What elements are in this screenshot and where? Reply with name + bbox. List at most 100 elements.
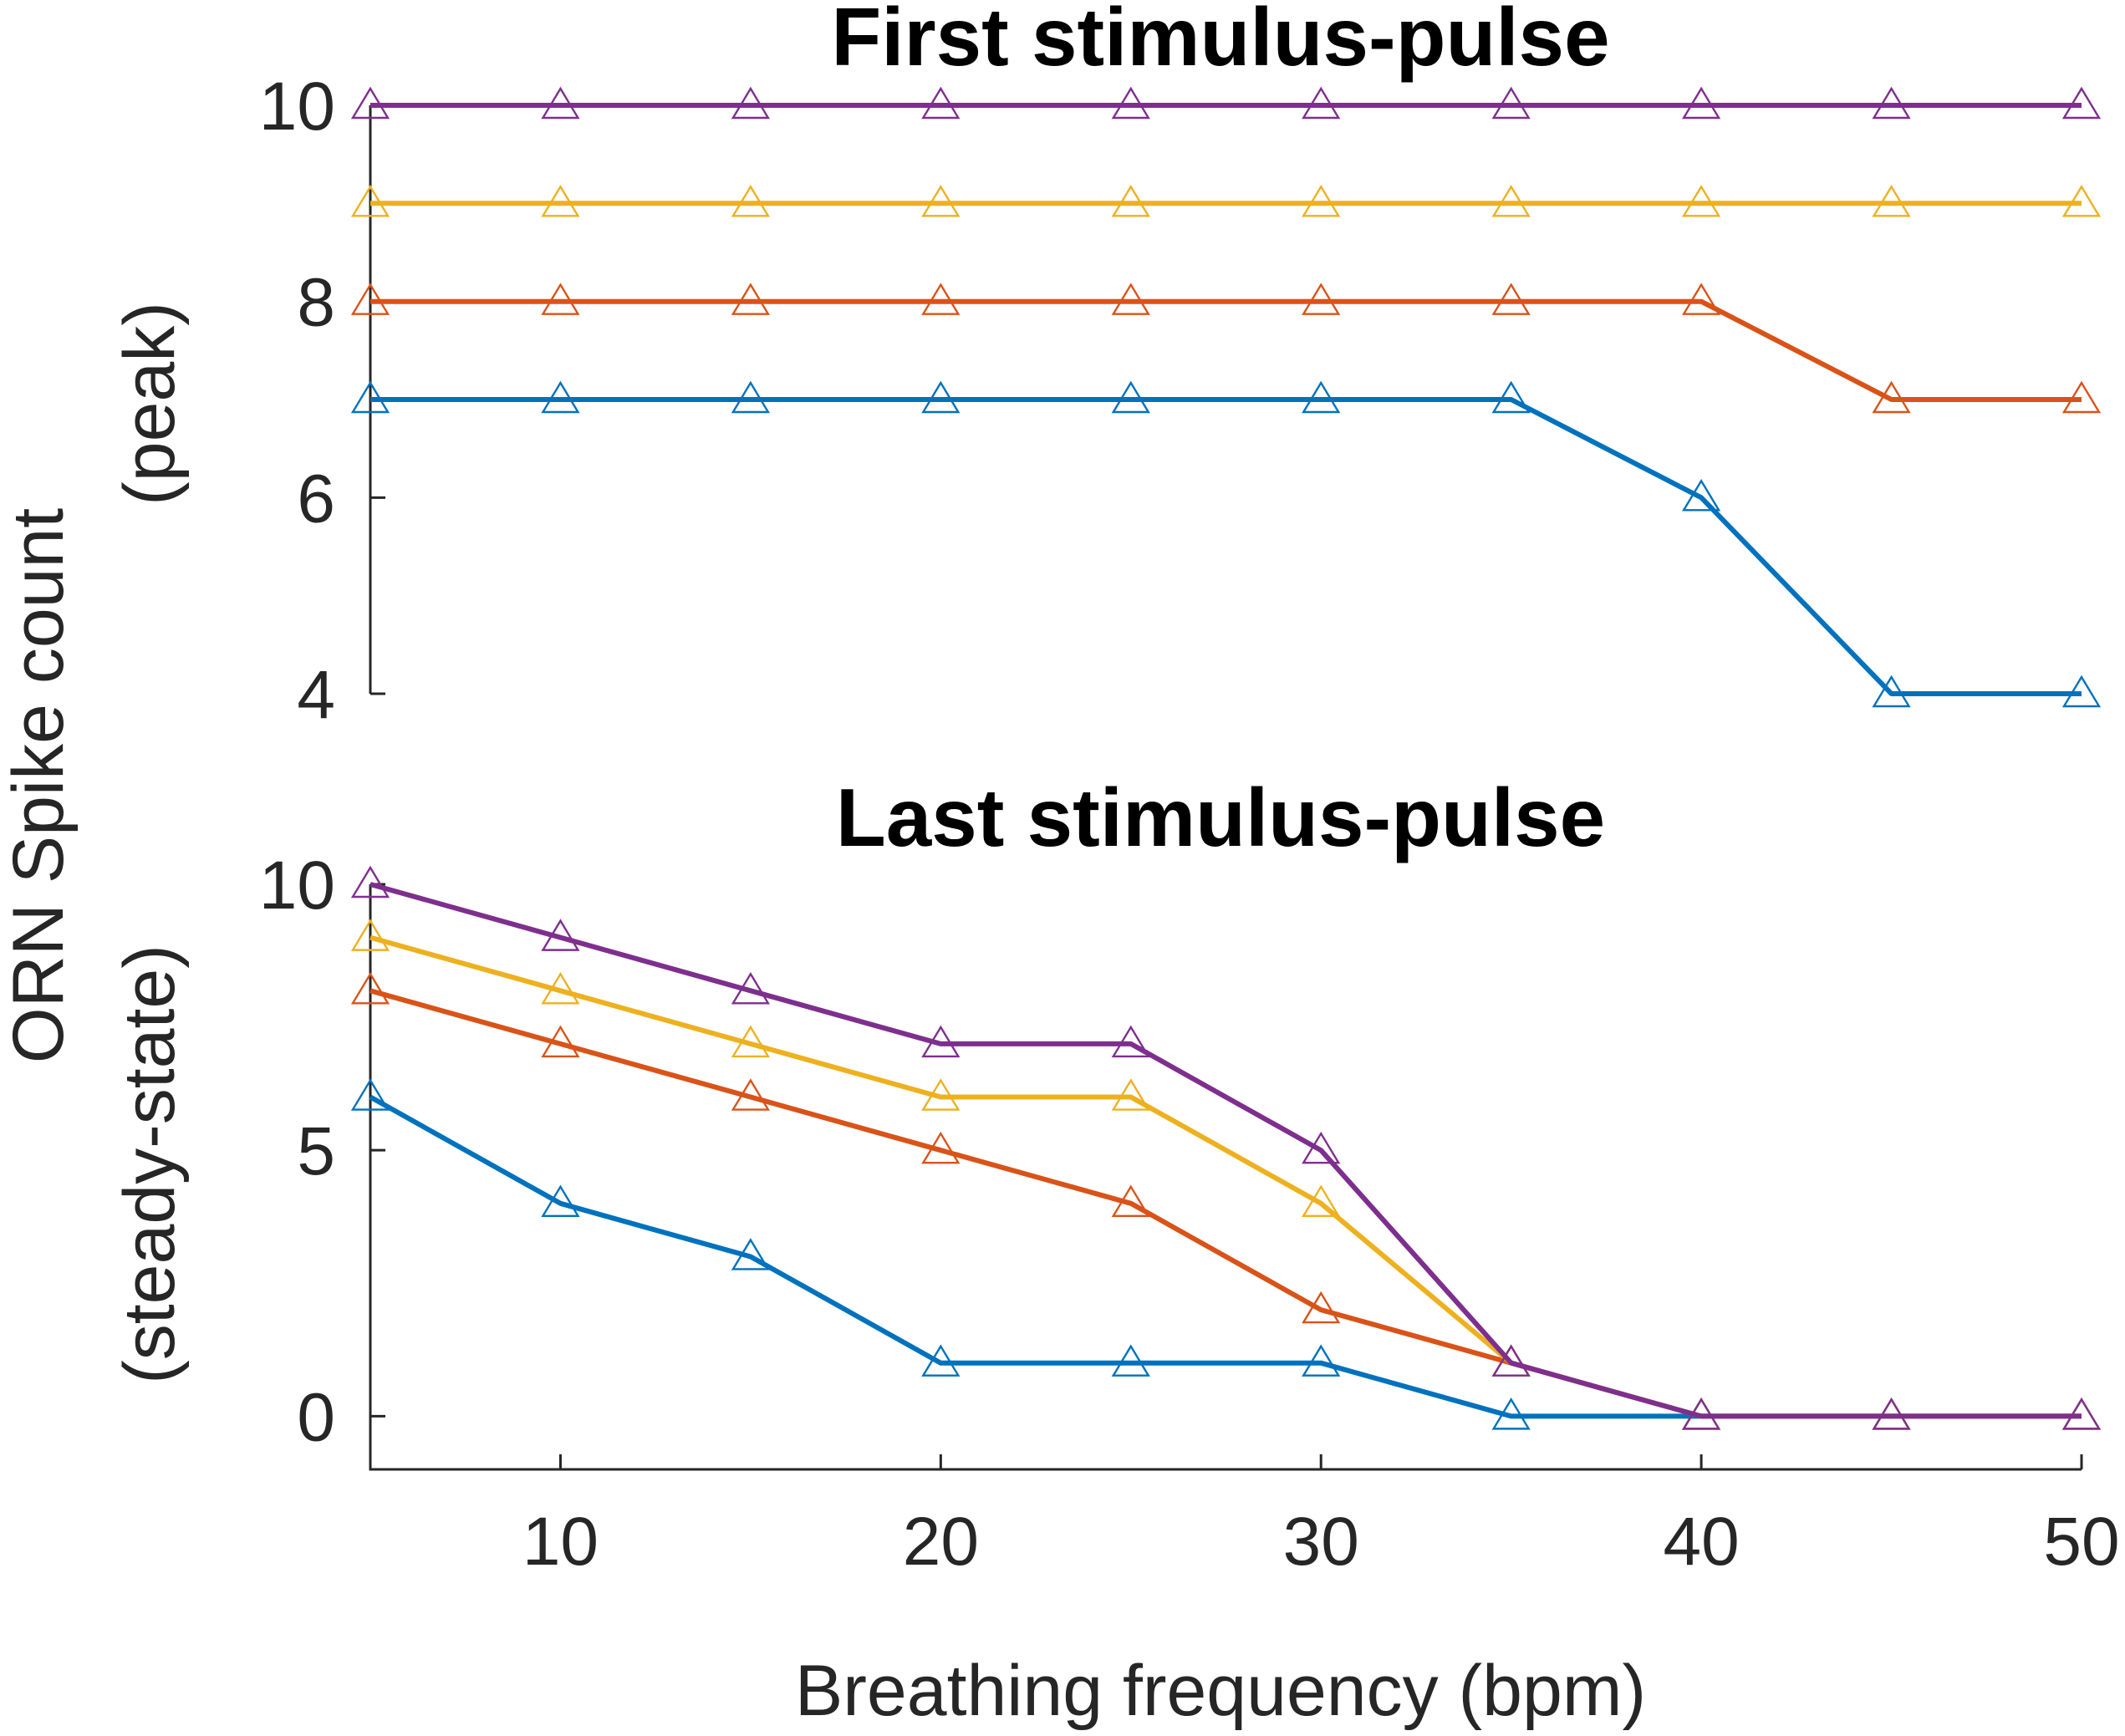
x-tick-label: 10 [522,1504,599,1580]
data-point-marker [1302,1184,1341,1218]
data-point-marker [350,86,390,120]
data-point-marker [1491,185,1531,217]
data-point-marker [541,1184,580,1218]
data-point-marker [731,86,771,120]
data-point-marker [1681,185,1721,217]
data-point-marker [2061,380,2102,414]
data-point-marker [1491,380,1531,414]
y-tick-label: 10 [259,69,335,145]
data-point-marker [1302,1131,1341,1164]
data-point-marker [2061,185,2102,217]
y-tick-label: 4 [297,657,335,733]
data-point-marker [1491,1344,1531,1377]
x-tick-label: 20 [903,1504,979,1580]
y-tick-label: 8 [297,265,335,341]
y-tick-label: 6 [297,461,335,537]
data-point-marker [1111,283,1150,315]
series-line [370,298,2082,402]
data-point-marker [2061,86,2102,120]
data-point-marker [541,86,580,120]
y-tick-label: 0 [297,1379,335,1455]
data-point-marker [1872,380,1911,414]
data-point-marker [731,283,771,315]
x-tick-label: 40 [1664,1504,1740,1580]
data-point-marker [1872,1397,1911,1430]
data-point-marker [1111,1184,1150,1218]
data-point-marker [541,185,580,217]
data-point-marker [1681,86,1721,120]
bottom-panel-series [350,865,2102,1430]
data-point-marker [731,1078,771,1111]
y-axis-label: ORN Spike count [0,508,79,1064]
data-point-marker [350,283,390,315]
data-point-marker [1111,1078,1150,1111]
data-point-marker [350,380,390,414]
data-point-marker [921,1025,961,1058]
data-point-marker [541,283,580,315]
data-point-marker [1491,1397,1531,1430]
data-point-marker [921,283,961,315]
data-point-marker [350,185,390,217]
series-line [369,882,2082,1419]
series-line [369,988,2082,1419]
data-point-marker [731,185,771,217]
data-point-marker [731,971,771,1005]
data-point-marker [350,1078,390,1111]
data-point-marker [1111,86,1150,120]
data-point-marker [1872,185,1911,217]
data-point-marker [1302,1344,1341,1377]
bottom-panel-axes [369,884,2082,1471]
data-point-marker [921,185,961,217]
data-point-marker [1302,86,1341,120]
top-panel-ticks: 4 6 8 10 [259,69,385,733]
data-point-marker [541,1025,580,1058]
data-point-marker [541,380,580,414]
x-tick-label: 50 [2043,1504,2119,1580]
data-point-marker [921,1078,961,1111]
data-point-marker [1111,185,1150,217]
data-point-marker [921,380,961,414]
top-panel-series [350,86,2102,708]
data-point-marker [541,919,580,951]
data-point-marker [921,1344,961,1377]
data-point-marker [731,1238,771,1270]
data-point-marker [731,380,771,414]
bottom-panel-ticks: 0 5 10 10 20 30 40 50 [259,848,2120,1580]
x-axis-label: Breathing frequency (bpm) [795,1651,1646,1731]
data-point-marker [1681,1397,1721,1430]
data-point-marker [1872,675,1911,708]
data-point-marker [1302,1291,1341,1324]
bottom-panel-title: Last stimulus-pulse [836,771,1605,863]
data-point-marker [1111,380,1150,414]
data-point-marker [1681,283,1721,315]
series-line [370,397,2082,696]
series-line [369,934,2082,1419]
data-point-marker [2061,1397,2102,1430]
data-point-marker [1491,86,1531,120]
data-point-marker [1111,1344,1150,1377]
y-tick-label: 5 [297,1113,335,1189]
data-point-marker [541,971,580,1005]
bottom-y-axis-label: (steady-state) [110,944,190,1384]
data-point-marker [350,865,390,899]
data-point-marker [350,971,390,1005]
data-point-marker [2061,675,2102,708]
top-panel: First stimulus-pulse 4 6 8 10 [259,0,2102,733]
data-point-marker [921,1131,961,1164]
data-point-marker [1111,1025,1150,1058]
data-point-marker [1302,283,1341,315]
top-panel-title: First stimulus-pulse [831,0,1609,83]
top-y-axis-label: (peak) [110,302,190,506]
data-point-marker [350,919,390,951]
x-tick-label: 30 [1283,1504,1359,1580]
data-point-marker [1872,86,1911,120]
data-point-marker [731,1025,771,1058]
data-point-marker [1302,185,1341,217]
y-tick-label: 10 [259,848,335,924]
data-point-marker [1302,380,1341,414]
data-point-marker [921,86,961,120]
data-point-marker [1681,479,1721,512]
bottom-panel: Last stimulus-pulse 0 5 10 10 20 30 40 50 [259,771,2120,1580]
data-point-marker [1491,283,1531,315]
